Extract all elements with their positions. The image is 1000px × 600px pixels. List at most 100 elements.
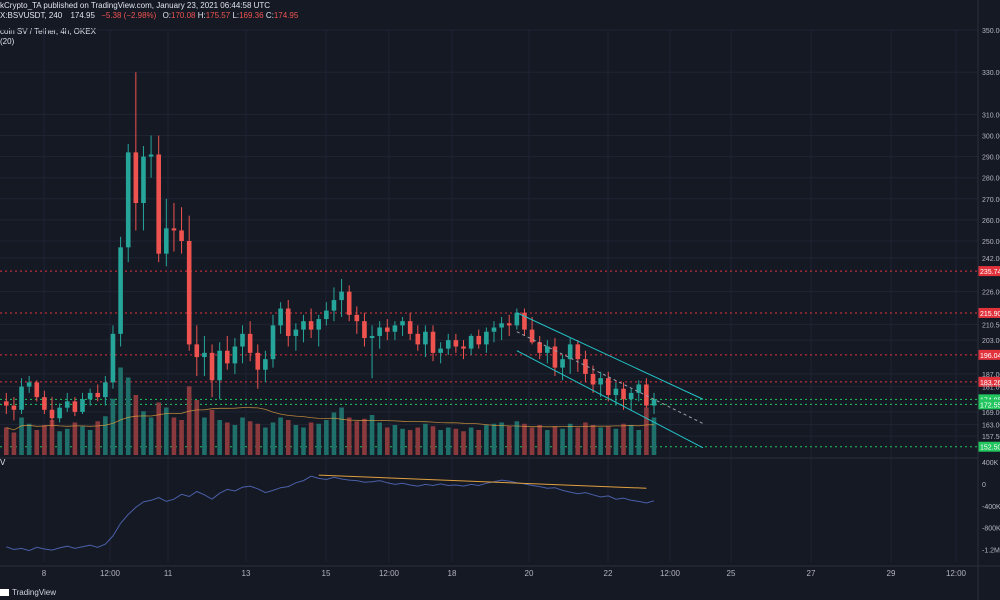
volume-bar [560, 428, 565, 455]
volume-bar [339, 407, 344, 455]
volume-bar [445, 427, 451, 455]
volume-bar [34, 430, 40, 455]
volume-bar [64, 428, 70, 455]
candle-body [26, 382, 32, 387]
volume-bar [628, 425, 634, 455]
candle-body [4, 401, 9, 406]
candle-body [461, 346, 466, 349]
candle-body [72, 401, 78, 412]
volume-bar [148, 417, 154, 455]
obv-tick-label: 0 [982, 482, 986, 489]
brand-label: TradingView [12, 588, 57, 597]
volume-bar [491, 423, 497, 455]
obv-tick-label: -400K [982, 504, 1000, 511]
volume-bar [331, 412, 337, 455]
candle-body [331, 300, 337, 311]
candle-body [164, 228, 169, 254]
volume-bar [514, 421, 520, 455]
volume-bar [11, 432, 17, 455]
volume-bar [194, 400, 200, 455]
pair-line: coin SV / Tether, 4h, OKEX [0, 27, 96, 36]
candle-body [354, 314, 360, 322]
candle-body [628, 392, 634, 400]
volume-bar [430, 426, 436, 455]
ma-label: (20) [0, 37, 15, 46]
obv-tick-label: -1.2M [982, 548, 1000, 555]
volume-bar [72, 422, 78, 455]
candle-body [529, 329, 535, 343]
y-tick-label: 260.00 [982, 218, 1000, 225]
obv-line [6, 475, 655, 552]
y-tick-label: 187.00 [982, 372, 1000, 379]
y-tick-label: 157.50 [982, 434, 1000, 441]
x-tick-label: 11 [164, 569, 173, 578]
x-tick-label: 12:00 [379, 569, 400, 578]
x-tick-label: 18 [448, 569, 457, 578]
obv-tick-label: 400K [982, 460, 999, 467]
volume-bar [118, 367, 123, 455]
candle-body [232, 346, 238, 364]
price-level-tag [978, 266, 1000, 277]
candle-body [301, 321, 306, 330]
volume-bar [133, 395, 139, 455]
volume-bar [209, 410, 215, 455]
volume-bar [26, 423, 32, 455]
candle-body [651, 399, 657, 406]
y-tick-label: 290.00 [982, 155, 1000, 162]
volume-bar [285, 420, 291, 455]
volume-bar [186, 386, 192, 455]
y-tick-label: 169.00 [982, 410, 1000, 417]
candle-body [224, 350, 230, 364]
volume-bar [369, 415, 375, 455]
y-tick-label: 210.50 [982, 322, 1000, 329]
candle-body [583, 359, 588, 374]
volume-bar [621, 423, 626, 455]
candle-body [278, 308, 283, 326]
open-value: 170.08 [171, 11, 196, 20]
candle-body [110, 333, 116, 383]
volume-bar [42, 425, 47, 455]
candle-body [209, 352, 215, 381]
tradingview-brand: TradingView [0, 588, 56, 597]
candle-body [308, 321, 314, 330]
symbol-label: X:BSVUSDT, 240 [0, 11, 63, 20]
candle-body [506, 323, 512, 326]
open-label: O: [162, 11, 172, 20]
volume-bar [293, 425, 299, 455]
volume-bar [644, 407, 649, 455]
obv-label: V [0, 458, 6, 467]
channel-median [516, 331, 704, 424]
candle-body [621, 388, 626, 400]
candle-body [141, 156, 146, 204]
candle-body [270, 325, 276, 360]
volume-bar [103, 416, 108, 455]
price-level-tag [978, 307, 1000, 318]
ohlc-line: X:BSVUSDT, 240 174.95 −5.38 (−2.98%) O:1… [0, 11, 298, 20]
price-change: −5.38 (−2.98%) [101, 11, 157, 20]
candle-body [346, 291, 352, 315]
y-tick-label: 163.00 [982, 423, 1000, 430]
volume-bar [164, 407, 169, 455]
candle-body [80, 399, 85, 412]
price-level-label: 196.04 [980, 353, 1000, 360]
volume-bar [95, 421, 101, 455]
candle-body [42, 397, 47, 410]
candle-body [605, 378, 611, 396]
volume-bar [415, 427, 421, 455]
candle-body [118, 247, 123, 334]
candle-body [400, 321, 405, 326]
volume-bar [651, 417, 657, 455]
y-tick-label: 350.00 [982, 28, 1000, 35]
candle-body [499, 323, 504, 328]
volume-bar [438, 430, 443, 455]
candle-body [57, 407, 62, 419]
candle-body [445, 340, 451, 349]
candle-body [194, 344, 200, 358]
candle-body [87, 392, 93, 400]
candle-body [202, 352, 207, 358]
candle-body [171, 228, 177, 231]
candle-body [125, 152, 131, 248]
candle-body [598, 378, 603, 385]
